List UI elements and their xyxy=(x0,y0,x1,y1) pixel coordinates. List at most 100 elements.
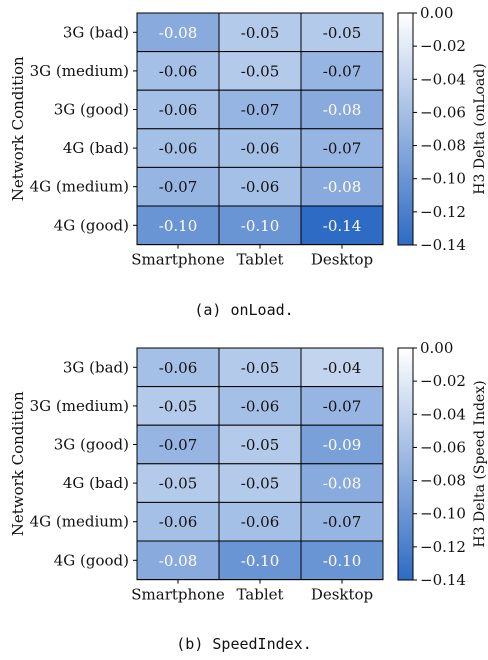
heatmap-cell xyxy=(218,424,302,465)
heatmap-cell xyxy=(218,205,302,246)
cell-value-label: -0.06 xyxy=(241,397,279,415)
colorbar-tick-label: −0.08 xyxy=(420,472,466,490)
colorbar-tick-label: −0.12 xyxy=(420,538,466,556)
y-axis-title: Network Condition xyxy=(9,56,27,201)
colorbar-tick-label: −0.14 xyxy=(420,571,466,589)
heatmap-cell xyxy=(136,424,220,465)
heatmap-cell xyxy=(136,128,220,168)
heatmap-cell xyxy=(218,386,302,426)
cell-value-label: -0.05 xyxy=(159,475,197,493)
cell-value-label: -0.06 xyxy=(159,101,197,119)
column-tick-label: Desktop xyxy=(311,586,373,604)
cell-value-label: -0.08 xyxy=(159,24,197,42)
colorbar-tick-label: −0.04 xyxy=(420,405,466,423)
cell-value-label: -0.04 xyxy=(323,359,361,377)
heatmap-panel-1: -0.08 -0.05 -0.05 -0.06 -0.05 -0.07 -0.06 -0.07… xyxy=(9,4,488,319)
heatmap-cell xyxy=(218,501,302,542)
figure-caption: (a) onLoad. xyxy=(194,301,293,319)
colorbar-tick-label: 0.00 xyxy=(420,4,453,22)
column-tick-label: Tablet xyxy=(236,251,283,269)
cell-value-label: -0.05 xyxy=(241,24,279,42)
colorbar-tick-label: −0.08 xyxy=(420,137,466,155)
colorbar-title: H3 Delta (onLoad) xyxy=(472,63,488,194)
cell-value-label: -0.10 xyxy=(241,552,279,570)
row-tick-label: 4G (medium) xyxy=(30,178,129,196)
cell-value-label: -0.06 xyxy=(159,62,197,80)
cell-value-label: -0.07 xyxy=(241,101,279,119)
row-tick-label: 3G (medium) xyxy=(30,62,129,80)
cell-value-label: -0.10 xyxy=(241,217,279,235)
column-tick-label: Smartphone xyxy=(131,586,225,604)
heatmap-cell xyxy=(218,89,302,130)
heatmap-cell xyxy=(300,501,384,542)
cell-value-label: -0.06 xyxy=(241,513,279,531)
column-tick-label: Smartphone xyxy=(131,251,225,269)
colorbar-tick-label: −0.04 xyxy=(420,70,466,88)
cell-value-label: -0.05 xyxy=(241,62,279,80)
cell-value-label: -0.07 xyxy=(323,397,361,415)
cell-value-label: -0.06 xyxy=(241,140,279,158)
row-tick-label: 4G (medium) xyxy=(30,513,129,531)
cell-value-label: -0.06 xyxy=(241,178,279,196)
colorbar-title: H3 Delta (Speed Index) xyxy=(472,380,488,547)
row-tick-label: 4G (good) xyxy=(54,551,129,569)
colorbar-tick-label: −0.10 xyxy=(420,170,466,188)
colorbar-tick-label: −0.12 xyxy=(420,203,466,221)
colorbar xyxy=(397,347,414,581)
colorbar-tick-label: −0.06 xyxy=(420,438,466,456)
cell-value-label: -0.07 xyxy=(159,436,197,454)
cell-value-label: -0.08 xyxy=(323,178,361,196)
y-axis-title: Network Condition xyxy=(9,391,27,536)
cell-value-label: -0.08 xyxy=(159,552,197,570)
cell-value-label: -0.14 xyxy=(323,217,361,235)
heatmap-cell xyxy=(300,205,384,246)
row-tick-label: 3G (bad) xyxy=(63,23,129,41)
cell-value-label: -0.06 xyxy=(159,359,197,377)
row-tick-label: 3G (medium) xyxy=(30,397,129,415)
row-tick-label: 4G (bad) xyxy=(63,474,129,492)
cell-value-label: -0.09 xyxy=(323,436,361,454)
row-tick-label: 4G (good) xyxy=(54,216,129,234)
row-tick-label: 3G (good) xyxy=(54,436,129,454)
cell-value-label: -0.06 xyxy=(159,140,197,158)
cell-value-label: -0.08 xyxy=(323,101,361,119)
heatmap-cell xyxy=(300,51,384,91)
row-tick-label: 3G (good) xyxy=(54,101,129,119)
heatmap-cell xyxy=(218,166,302,207)
cell-value-label: -0.05 xyxy=(241,436,279,454)
column-tick-label: Tablet xyxy=(236,586,283,604)
colorbar-tick-label: −0.02 xyxy=(420,372,466,390)
cell-value-label: -0.07 xyxy=(159,178,197,196)
cell-value-label: -0.08 xyxy=(323,475,361,493)
row-tick-label: 4G (bad) xyxy=(63,139,129,157)
row-tick-label: 3G (bad) xyxy=(63,358,129,376)
cell-value-label: -0.10 xyxy=(323,552,361,570)
cell-value-label: -0.05 xyxy=(241,475,279,493)
colorbar xyxy=(397,12,414,246)
cell-value-label: -0.07 xyxy=(323,62,361,80)
heatmap-cell xyxy=(136,12,220,53)
cell-value-label: -0.10 xyxy=(159,217,197,235)
colorbar-tick-label: −0.14 xyxy=(420,236,466,254)
heatmap-cell xyxy=(300,463,384,503)
heatmap-cell xyxy=(218,12,302,53)
heatmap-panel-2: -0.06 -0.05 -0.04 -0.05 -0.06 -0.07 -0.07 -0.05… xyxy=(9,339,488,653)
cell-value-label: -0.05 xyxy=(241,359,279,377)
column-tick-label: Desktop xyxy=(311,251,373,269)
cell-value-label: -0.07 xyxy=(323,513,361,531)
heatmap-cell xyxy=(300,424,384,465)
colorbar-tick-label: −0.10 xyxy=(420,505,466,523)
cell-value-label: -0.06 xyxy=(159,513,197,531)
cell-value-label: -0.05 xyxy=(159,397,197,415)
cell-value-label: -0.07 xyxy=(323,140,361,158)
colorbar-tick-label: −0.06 xyxy=(420,103,466,121)
heatmap-cell xyxy=(300,386,384,426)
colorbar-tick-label: −0.02 xyxy=(420,37,466,55)
colorbar-tick-label: 0.00 xyxy=(420,339,453,357)
heatmap-cell xyxy=(218,463,302,503)
cell-value-label: -0.05 xyxy=(323,24,361,42)
figure-caption: (b) SpeedIndex. xyxy=(176,635,311,653)
heatmap-cell xyxy=(300,128,384,168)
